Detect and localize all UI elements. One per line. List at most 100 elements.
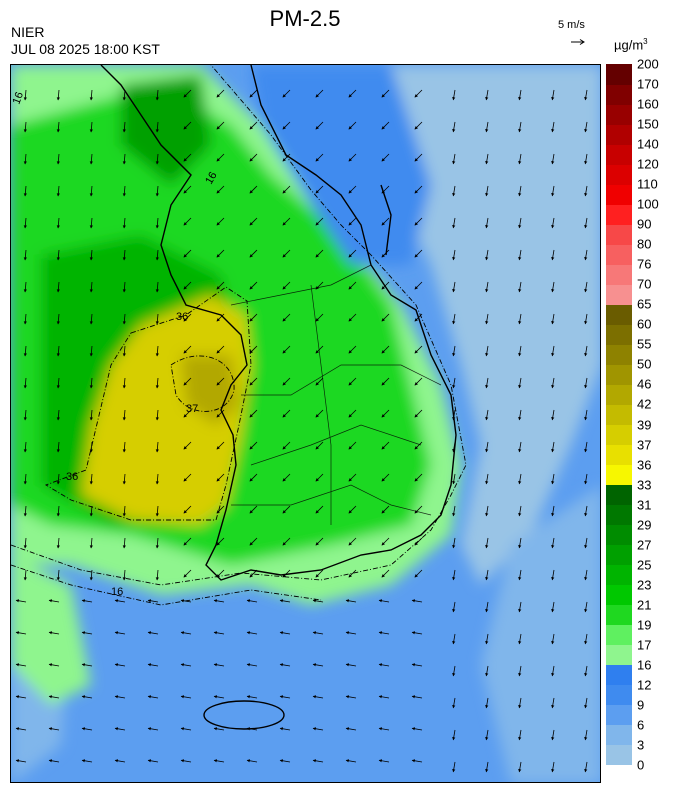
- wind-arrow: [584, 121, 588, 133]
- wind-arrow: [518, 249, 522, 261]
- wind-arrow: [414, 345, 423, 354]
- colorbar-tick-label: 50: [637, 356, 652, 372]
- wind-arrow: [48, 727, 60, 731]
- wind-arrow: [452, 185, 456, 197]
- wind-arrow: [249, 281, 258, 290]
- wind-arrow: [551, 697, 555, 709]
- wind-arrow: [282, 441, 291, 450]
- wind-arrow: [584, 697, 588, 709]
- coastline: [100, 65, 457, 730]
- wind-arrow: [312, 727, 324, 731]
- wind-arrow: [381, 185, 390, 194]
- wind-arrow: [114, 695, 126, 699]
- wind-arrow: [282, 505, 291, 514]
- wind-arrow: [216, 441, 225, 450]
- wind-arrow: [551, 601, 555, 613]
- wind-arrow: [183, 89, 192, 98]
- wind-arrow: [348, 345, 357, 354]
- wind-arrow: [485, 569, 489, 581]
- wind-arrow: [246, 759, 258, 763]
- wind-arrow: [551, 409, 555, 421]
- colorbar-tick-label: 6: [637, 717, 645, 733]
- wind-arrow: [348, 537, 357, 546]
- colorbar-tick-label: 100: [637, 196, 659, 212]
- wind-arrow: [122, 537, 126, 549]
- colorbar-tick-label: 42: [637, 396, 652, 412]
- wind-arrow: [23, 313, 27, 325]
- colorbar-tick-label: 60: [637, 316, 652, 332]
- colorbar-tick-label: 9: [637, 697, 645, 713]
- wind-arrow: [551, 761, 555, 773]
- wind-arrow: [452, 217, 456, 229]
- wind-arrow: [249, 377, 258, 386]
- wind-arrow: [282, 185, 291, 194]
- wind-arrow: [279, 663, 291, 667]
- wind-arrow: [122, 217, 126, 229]
- wind-arrow: [485, 345, 489, 357]
- wind-arrow: [551, 217, 555, 229]
- wind-arrow: [216, 217, 225, 226]
- colorbar-segment: [606, 84, 632, 105]
- wind-arrow: [122, 153, 126, 165]
- wind-arrow: [282, 89, 291, 98]
- wind-arrow: [452, 569, 456, 581]
- wind-arrow: [122, 377, 126, 389]
- wind-arrow: [23, 249, 27, 261]
- wind-arrow: [551, 313, 555, 325]
- wind-arrow: [518, 281, 522, 293]
- wind-arrow: [485, 441, 489, 453]
- wind-arrow: [378, 695, 390, 699]
- wind-arrow: [122, 249, 126, 261]
- wind-arrow: [282, 249, 291, 258]
- wind-arrow: [518, 217, 522, 229]
- colorbar-segment: [606, 184, 632, 205]
- wind-arrow: [348, 377, 357, 386]
- wind-arrow: [81, 727, 93, 731]
- wind-arrow: [518, 345, 522, 357]
- wind-arrow: [282, 121, 291, 130]
- province-borders: [230, 264, 442, 525]
- wind-arrow: [485, 313, 489, 325]
- wind-arrow: [345, 727, 357, 731]
- wind-arrow: [216, 377, 225, 386]
- wind-arrow: [147, 695, 159, 699]
- wind-arrow: [282, 377, 291, 386]
- wind-arrow: [584, 441, 588, 453]
- wind-arrow: [282, 313, 291, 322]
- wind-arrow: [15, 727, 27, 731]
- wind-arrow: [56, 121, 60, 133]
- colorbar-segment: [606, 104, 632, 125]
- colorbar-segment: [606, 644, 632, 666]
- wind-arrow: [216, 505, 225, 514]
- wind-arrow: [381, 441, 390, 450]
- wind-arrow: [249, 569, 258, 578]
- wind-arrow: [414, 89, 423, 98]
- contour-label-group: 16 16 36 36 37 16: [11, 90, 220, 598]
- wind-arrow: [348, 249, 357, 258]
- wind-arrow: [56, 409, 60, 421]
- wind-arrow: [282, 409, 291, 418]
- wind-arrow: [216, 473, 225, 482]
- wind-arrow: [183, 345, 192, 354]
- wind-arrow: [183, 537, 192, 546]
- colorbar: [606, 64, 632, 766]
- wind-arrow: [183, 409, 192, 418]
- colorbar-segment: [606, 484, 632, 506]
- wind-arrow: [312, 663, 324, 667]
- wind-arrow: [452, 729, 456, 741]
- wind-arrow: [348, 505, 357, 514]
- wind-arrow: [147, 599, 159, 603]
- wind-arrow: [381, 89, 390, 98]
- wind-arrow: [249, 409, 258, 418]
- wind-arrow: [452, 697, 456, 709]
- wind-arrow: [345, 599, 357, 603]
- colorbar-tick-label: 25: [637, 557, 652, 573]
- wind-arrow: [381, 217, 390, 226]
- wind-vector-field: [15, 89, 588, 773]
- wind-arrow: [216, 345, 225, 354]
- wind-arrow: [312, 631, 324, 635]
- contour-lines: [11, 65, 467, 606]
- wind-arrow: [246, 695, 258, 699]
- wind-arrow: [348, 473, 357, 482]
- wind-arrow: [89, 537, 93, 549]
